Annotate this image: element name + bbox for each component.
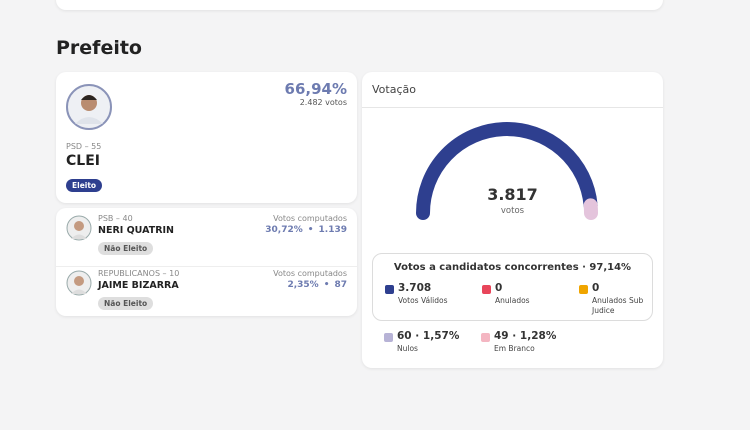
votes-label: Votos computados [273,269,347,278]
candidate-row: PSB – 40 NERI QUATRIN Não Eleito Votos comp… [56,212,357,262]
extra-legend: 60 · 1,57% Nulos 49 · 1,28% Em Branco [372,327,651,367]
legend-value: 49 · 1,28% [494,330,557,342]
winner-name: CLEI [66,153,100,169]
candidate-votes: 2,35% • 87 [287,280,347,290]
legend-value: 0 [495,282,503,294]
candidate-status: Não Eleito [98,297,154,310]
votacao-card: Votação 3.817 votos Votos a candidatos c… [362,72,663,368]
winner-status: Eleito [66,179,103,192]
avatar [66,270,92,296]
section-title: Prefeito [56,37,142,59]
winner-card: 66,94% 2.482 votos PSD – 55 CLEI Eleito [56,72,357,203]
avatar [66,84,112,130]
candidate-count: 87 [334,280,347,290]
candidate-name: NERI QUATRIN [98,225,174,236]
votes-label: Votos computados [273,214,347,223]
legend-swatch [579,285,588,294]
candidate-name: JAIME BIZARRA [98,280,179,291]
legend-swatch [384,333,393,342]
total-votes: 3.817 [487,185,538,204]
legend-swatch [385,285,394,294]
legend-label: Anulados [495,296,530,305]
gauge [416,122,598,220]
candidate-percent: 30,72% [265,225,303,235]
candidates-card: PSB – 40 NERI QUATRIN Não Eleito Votos comp… [56,208,357,316]
legend-swatch [482,285,491,294]
winner-party: PSD – 55 [66,142,102,151]
legend-value: 0 [592,282,600,294]
summary-title: Votos a candidatos concorrentes · 97,14% [393,262,632,273]
legend-value: 60 · 1,57% [397,330,460,342]
separator: • [323,280,330,290]
top-card [56,0,663,10]
candidate-party: REPUBLICANOS – 10 [98,269,180,278]
total-label: votos [500,206,525,216]
legend-label: Votos Válidos [398,296,448,305]
candidate-party: PSB – 40 [98,214,133,223]
avatar [66,215,92,241]
candidate-percent: 2,35% [287,280,319,290]
winner-percent: 66,94% [284,80,347,98]
candidate-votes: 30,72% • 1.139 [265,225,347,235]
legend-swatch [481,333,490,342]
candidate-count: 1.139 [318,225,347,235]
votacao-title: Votação [372,83,416,96]
winner-votes: 2.482 votos [299,98,347,107]
divider [362,107,663,108]
legend-value: 3.708 [398,282,432,294]
legend-label: Anulados Sub Judice [592,296,644,315]
legend-label: Em Branco [494,344,535,353]
summary-box: Votos a candidatos concorrentes · 97,14%… [372,253,653,321]
separator: • [307,225,314,235]
candidate-status: Não Eleito [98,242,154,255]
legend-label: Nulos [397,344,418,353]
candidate-row: REPUBLICANOS – 10 JAIME BIZARRA Não Eleito… [56,266,357,317]
